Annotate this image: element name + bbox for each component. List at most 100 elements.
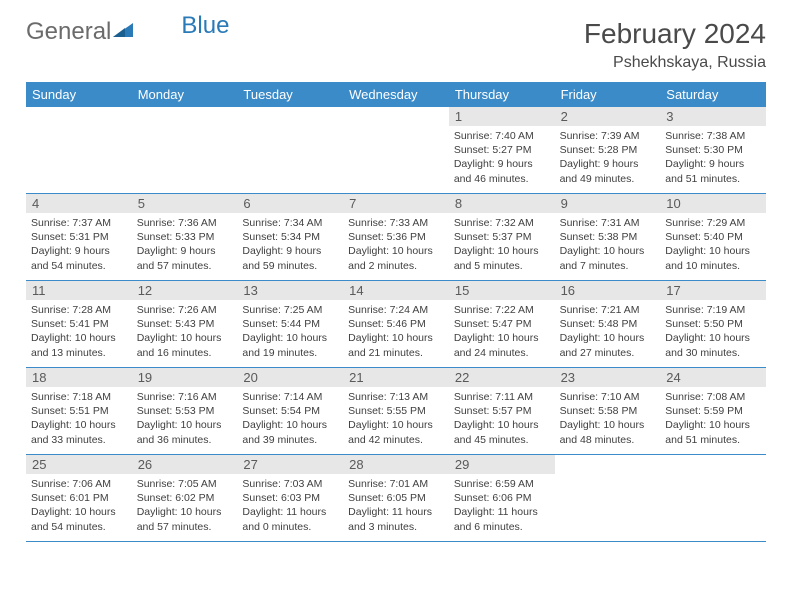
sunrise-text: Sunrise: 7:03 AM (242, 477, 338, 491)
day-cell: 7Sunrise: 7:33 AMSunset: 5:36 PMDaylight… (343, 194, 449, 280)
week-row: 18Sunrise: 7:18 AMSunset: 5:51 PMDayligh… (26, 368, 766, 455)
weekday-header: Wednesday (343, 82, 449, 107)
day-info: Sunrise: 7:18 AMSunset: 5:51 PMDaylight:… (31, 390, 127, 447)
day-info: Sunrise: 7:25 AMSunset: 5:44 PMDaylight:… (242, 303, 338, 360)
sunset-text: Sunset: 5:51 PM (31, 404, 127, 418)
sunrise-text: Sunrise: 6:59 AM (454, 477, 550, 491)
day-info: Sunrise: 7:11 AMSunset: 5:57 PMDaylight:… (454, 390, 550, 447)
day-info: Sunrise: 7:13 AMSunset: 5:55 PMDaylight:… (348, 390, 444, 447)
daylight-text: Daylight: 9 hours and 46 minutes. (454, 157, 550, 185)
daylight-text: Daylight: 10 hours and 48 minutes. (560, 418, 656, 446)
sunrise-text: Sunrise: 7:05 AM (137, 477, 233, 491)
day-cell: 25Sunrise: 7:06 AMSunset: 6:01 PMDayligh… (26, 455, 132, 541)
day-cell: 17Sunrise: 7:19 AMSunset: 5:50 PMDayligh… (660, 281, 766, 367)
day-cell: 12Sunrise: 7:26 AMSunset: 5:43 PMDayligh… (132, 281, 238, 367)
sunset-text: Sunset: 5:33 PM (137, 230, 233, 244)
empty-cell (660, 455, 766, 541)
daylight-text: Daylight: 10 hours and 33 minutes. (31, 418, 127, 446)
sunset-text: Sunset: 5:38 PM (560, 230, 656, 244)
sunrise-text: Sunrise: 7:14 AM (242, 390, 338, 404)
day-number: 13 (237, 281, 343, 300)
day-cell: 5 Sunrise: 7:36 AMSunset: 5:33 PMDaylight… (132, 194, 238, 280)
sunrise-text: Sunrise: 7:13 AM (348, 390, 444, 404)
day-cell: 8Sunrise: 7:32 AMSunset: 5:37 PMDaylight… (449, 194, 555, 280)
day-number: 5 (132, 194, 238, 213)
calendar: SundayMondayTuesdayWednesdayThursdayFrid… (26, 82, 766, 542)
day-info: Sunrise: 7:08 AMSunset: 5:59 PMDaylight:… (665, 390, 761, 447)
logo-text-2: Blue (181, 12, 229, 40)
day-cell: 22 Sunrise: 7:11 AMSunset: 5:57 PMDayligh… (449, 368, 555, 454)
sunset-text: Sunset: 5:41 PM (31, 317, 127, 331)
daylight-text: Daylight: 11 hours and 0 minutes. (242, 505, 338, 533)
day-number: 22 (449, 368, 555, 387)
sunset-text: Sunset: 5:44 PM (242, 317, 338, 331)
sunrise-text: Sunrise: 7:32 AM (454, 216, 550, 230)
sunrise-text: Sunrise: 7:26 AM (137, 303, 233, 317)
daylight-text: Daylight: 10 hours and 51 minutes. (665, 418, 761, 446)
day-info: Sunrise: 7:19 AMSunset: 5:50 PMDaylight:… (665, 303, 761, 360)
weekday-header: Friday (555, 82, 661, 107)
weekday-header: Tuesday (237, 82, 343, 107)
day-cell: 6 Sunrise: 7:34 AMSunset: 5:34 PMDaylight… (237, 194, 343, 280)
daylight-text: Daylight: 10 hours and 10 minutes. (665, 244, 761, 272)
day-number: 4 (26, 194, 132, 213)
day-number: 28 (343, 455, 449, 474)
daylight-text: Daylight: 11 hours and 6 minutes. (454, 505, 550, 533)
sunrise-text: Sunrise: 7:19 AM (665, 303, 761, 317)
day-cell: 20 Sunrise: 7:14 AMSunset: 5:54 PMDayligh… (237, 368, 343, 454)
sunset-text: Sunset: 5:27 PM (454, 143, 550, 157)
day-info: Sunrise: 7:38 AMSunset: 5:30 PMDaylight:… (665, 129, 761, 186)
sunrise-text: Sunrise: 7:08 AM (665, 390, 761, 404)
daylight-text: Daylight: 9 hours and 57 minutes. (137, 244, 233, 272)
day-number: 16 (555, 281, 661, 300)
sunset-text: Sunset: 5:55 PM (348, 404, 444, 418)
day-info: Sunrise: 7:40 AMSunset: 5:27 PMDaylight:… (454, 129, 550, 186)
day-info: Sunrise: 7:01 AMSunset: 6:05 PMDaylight:… (348, 477, 444, 534)
sunset-text: Sunset: 5:59 PM (665, 404, 761, 418)
sunrise-text: Sunrise: 7:21 AM (560, 303, 656, 317)
sunset-text: Sunset: 5:50 PM (665, 317, 761, 331)
sunrise-text: Sunrise: 7:29 AM (665, 216, 761, 230)
empty-cell (237, 107, 343, 193)
empty-cell (26, 107, 132, 193)
day-number: 1 (449, 107, 555, 126)
daylight-text: Daylight: 10 hours and 36 minutes. (137, 418, 233, 446)
day-info: Sunrise: 7:36 AMSunset: 5:33 PMDaylight:… (137, 216, 233, 273)
sunset-text: Sunset: 6:01 PM (31, 491, 127, 505)
day-info: Sunrise: 7:29 AMSunset: 5:40 PMDaylight:… (665, 216, 761, 273)
day-info: Sunrise: 7:26 AMSunset: 5:43 PMDaylight:… (137, 303, 233, 360)
day-info: Sunrise: 7:33 AMSunset: 5:36 PMDaylight:… (348, 216, 444, 273)
week-row: 1 Sunrise: 7:40 AMSunset: 5:27 PMDaylight… (26, 107, 766, 194)
day-cell: 29Sunrise: 6:59 AMSunset: 6:06 PMDayligh… (449, 455, 555, 541)
day-cell: 23Sunrise: 7:10 AMSunset: 5:58 PMDayligh… (555, 368, 661, 454)
day-number: 6 (237, 194, 343, 213)
day-info: Sunrise: 7:34 AMSunset: 5:34 PMDaylight:… (242, 216, 338, 273)
sunrise-text: Sunrise: 7:38 AM (665, 129, 761, 143)
daylight-text: Daylight: 10 hours and 24 minutes. (454, 331, 550, 359)
sunset-text: Sunset: 5:54 PM (242, 404, 338, 418)
day-info: Sunrise: 7:10 AMSunset: 5:58 PMDaylight:… (560, 390, 656, 447)
sunset-text: Sunset: 5:34 PM (242, 230, 338, 244)
month-title: February 2024 (584, 18, 766, 50)
day-number: 20 (237, 368, 343, 387)
day-info: Sunrise: 7:32 AMSunset: 5:37 PMDaylight:… (454, 216, 550, 273)
daylight-text: Daylight: 10 hours and 2 minutes. (348, 244, 444, 272)
sunrise-text: Sunrise: 7:28 AM (31, 303, 127, 317)
daylight-text: Daylight: 10 hours and 30 minutes. (665, 331, 761, 359)
day-cell: 11Sunrise: 7:28 AMSunset: 5:41 PMDayligh… (26, 281, 132, 367)
day-number: 2 (555, 107, 661, 126)
day-number: 25 (26, 455, 132, 474)
day-info: Sunrise: 7:31 AMSunset: 5:38 PMDaylight:… (560, 216, 656, 273)
day-info: Sunrise: 7:37 AMSunset: 5:31 PMDaylight:… (31, 216, 127, 273)
day-cell: 19Sunrise: 7:16 AMSunset: 5:53 PMDayligh… (132, 368, 238, 454)
daylight-text: Daylight: 10 hours and 57 minutes. (137, 505, 233, 533)
logo-triangle-icon (113, 18, 135, 46)
day-number: 10 (660, 194, 766, 213)
daylight-text: Daylight: 10 hours and 39 minutes. (242, 418, 338, 446)
daylight-text: Daylight: 9 hours and 59 minutes. (242, 244, 338, 272)
empty-cell (132, 107, 238, 193)
sunrise-text: Sunrise: 7:18 AM (31, 390, 127, 404)
day-number: 26 (132, 455, 238, 474)
day-cell: 10 Sunrise: 7:29 AMSunset: 5:40 PMDayligh… (660, 194, 766, 280)
sunset-text: Sunset: 5:30 PM (665, 143, 761, 157)
